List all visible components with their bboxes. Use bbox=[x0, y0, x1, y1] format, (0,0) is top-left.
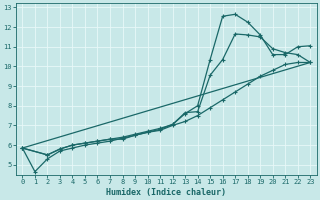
X-axis label: Humidex (Indice chaleur): Humidex (Indice chaleur) bbox=[106, 188, 226, 197]
